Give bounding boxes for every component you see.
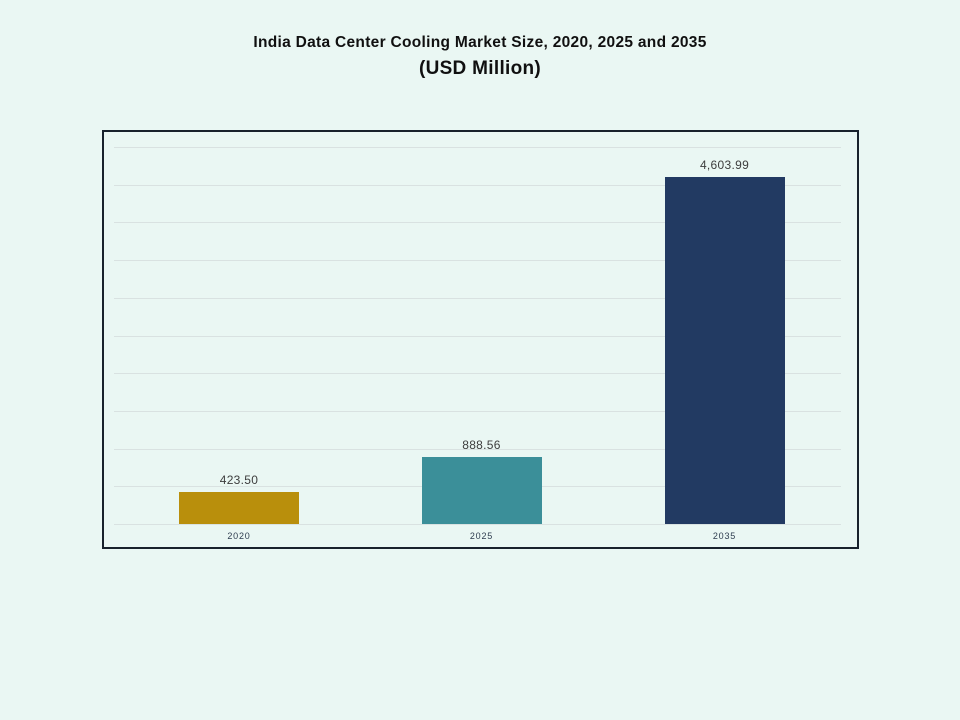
chart-plot-area: 423.50 2020 888.56 2025 4,603.99 2035 xyxy=(102,130,859,549)
value-label-2035: 4,603.99 xyxy=(699,158,750,172)
bar-2035 xyxy=(664,177,785,524)
gridline xyxy=(114,448,841,450)
gridline xyxy=(114,222,841,224)
gridline xyxy=(114,335,841,337)
x-tick-label-2020: 2020 xyxy=(227,531,251,541)
gridline xyxy=(114,524,841,525)
gridline xyxy=(114,297,841,299)
value-label-2020: 423.50 xyxy=(219,473,259,487)
chart-title: India Data Center Cooling Market Size, 2… xyxy=(253,34,707,51)
x-tick-label-2025: 2025 xyxy=(469,531,494,541)
title-block: India Data Center Cooling Market Size, 2… xyxy=(0,32,960,80)
bar-2025 xyxy=(421,457,542,524)
gridline xyxy=(114,410,841,412)
gridline xyxy=(114,260,841,262)
chart-subtitle: (USD Million) xyxy=(418,57,542,79)
gridline xyxy=(114,373,841,375)
bar-2020 xyxy=(179,492,299,524)
x-tick-label-2035: 2035 xyxy=(712,531,737,541)
gridline xyxy=(114,147,841,148)
gridline xyxy=(114,184,841,186)
value-label-2025: 888.56 xyxy=(462,438,501,452)
